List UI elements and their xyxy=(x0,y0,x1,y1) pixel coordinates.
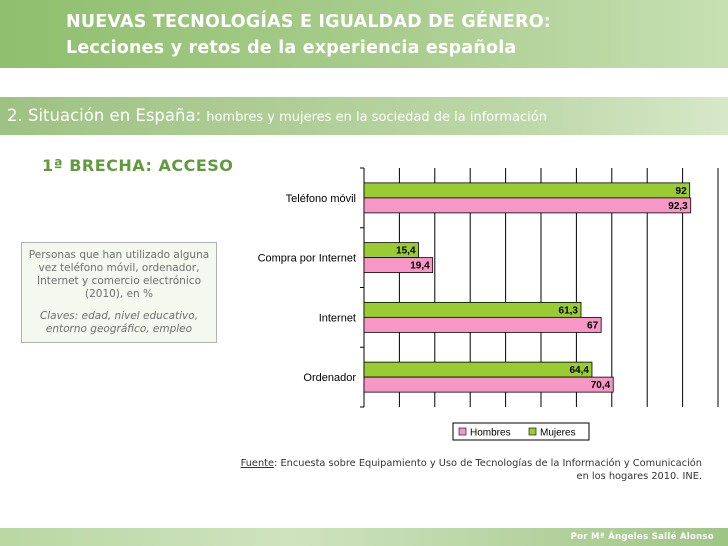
bar-hombres xyxy=(363,257,434,274)
bar-mujeres xyxy=(363,301,582,318)
section-heading-main: 2. Situación en España: xyxy=(7,106,202,125)
chart-description-box: Personas que han utilizado alguna vez te… xyxy=(21,242,217,343)
legend-swatch-hombres xyxy=(458,427,467,436)
data-label-hombres: 70,4 xyxy=(591,380,611,391)
data-label-hombres: 92,3 xyxy=(668,201,688,212)
source-label: Fuente xyxy=(240,458,275,469)
bar-hombres xyxy=(363,316,602,333)
data-label-mujeres: 15,4 xyxy=(396,246,416,257)
bar-hombres xyxy=(363,376,614,393)
bar-mujeres xyxy=(363,182,691,199)
category-label: Ordenador xyxy=(303,372,356,384)
footer-bar: Por Mª Ángeles Sallé Alonso xyxy=(0,528,728,546)
source-note: Fuente: Encuesta sobre Equipamiento y Us… xyxy=(240,457,702,483)
category-label: Internet xyxy=(319,312,356,324)
section-heading: 2. Situación en España: hombres y mujere… xyxy=(7,106,547,125)
data-label-mujeres: 61,3 xyxy=(559,305,579,316)
header-banner: NUEVAS TECNOLOGÍAS E IGUALDAD DE GÉNERO:… xyxy=(0,0,728,68)
chart-description: Personas que han utilizado alguna vez te… xyxy=(28,249,210,300)
data-label-hombres: 19,4 xyxy=(410,261,430,272)
category-label: Teléfono móvil xyxy=(286,193,356,205)
source-text: : Encuesta sobre Equipamiento y Uso de T… xyxy=(274,458,702,482)
presentation-subtitle: Lecciones y retos de la experiencia espa… xyxy=(66,38,517,58)
section-heading-sub: hombres y mujeres en la sociedad de la i… xyxy=(206,110,547,125)
bar-mujeres xyxy=(363,361,593,378)
section-bar: 2. Situación en España: hombres y mujere… xyxy=(0,97,728,135)
legend-label-hombres: Hombres xyxy=(470,428,511,439)
legend-swatch-mujeres xyxy=(528,427,537,436)
presentation-title: NUEVAS TECNOLOGÍAS E IGUALDAD DE GÉNERO: xyxy=(66,12,552,32)
legend-label-mujeres: Mujeres xyxy=(540,428,576,439)
data-label-hombres: 67 xyxy=(587,320,599,331)
brecha-heading: 1ª BRECHA: ACCESO xyxy=(42,156,234,175)
bar-hombres xyxy=(363,197,692,214)
chart-claves: Claves: edad, nivel educativo, entorno g… xyxy=(39,310,199,335)
author-credit: Por Mª Ángeles Sallé Alonso xyxy=(570,532,714,542)
data-label-mujeres: 64,4 xyxy=(570,365,590,376)
legend-box xyxy=(452,422,590,441)
data-label-mujeres: 92 xyxy=(676,186,688,197)
category-label: Compra por Internet xyxy=(258,253,356,265)
